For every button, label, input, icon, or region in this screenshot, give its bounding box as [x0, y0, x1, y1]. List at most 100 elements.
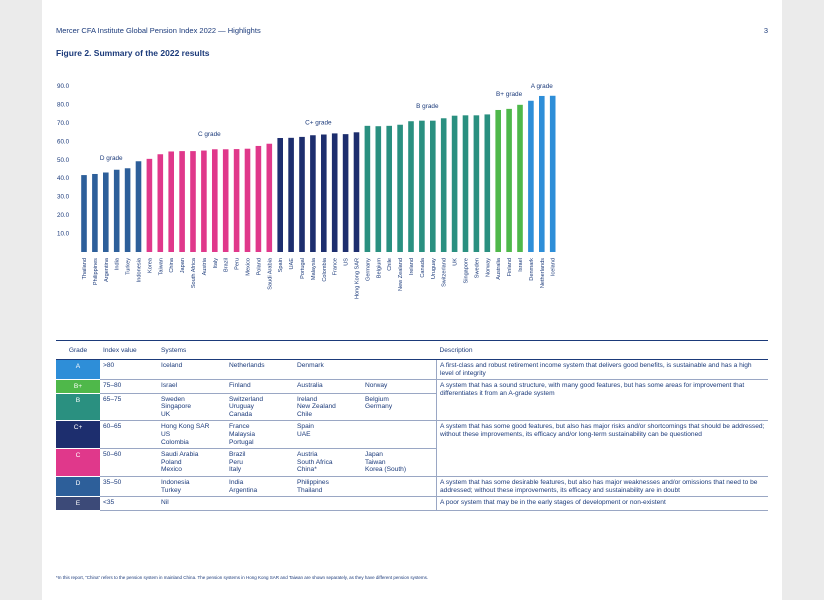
- system-name: Spain: [297, 423, 314, 431]
- bar-sweden: [473, 115, 480, 253]
- systems-column: Switzerland Uruguay Canada: [229, 396, 297, 419]
- y-tick-label: 20.0: [57, 212, 70, 219]
- systems-column: Sweden Singapore UK: [161, 396, 229, 419]
- grade-bar-chart: 10.0 20.0 30.0 40.0 50.0 60.0 70.0 80.0 90.0 Thai…: [57, 83, 557, 299]
- index-value-cell: 65–75: [100, 393, 158, 422]
- systems-column: India Argentina: [229, 479, 297, 494]
- system-name: China*: [297, 466, 317, 474]
- system-name: Japan: [365, 451, 383, 459]
- systems-column: [365, 499, 433, 507]
- system-name: Australia: [297, 382, 323, 390]
- bar-korea: [146, 158, 153, 252]
- system-name: Philippines: [297, 478, 329, 486]
- system-name: Germany: [365, 403, 393, 411]
- system-name: Chile: [297, 410, 313, 418]
- bar-turkey: [124, 168, 131, 252]
- y-tick-label: 50.0: [57, 157, 70, 164]
- bar-denmark: [528, 100, 534, 252]
- bar-poland: [255, 145, 262, 252]
- systems-column: Spain UAE: [297, 423, 365, 446]
- x-tick-label: Japan: [180, 258, 186, 273]
- y-tick-label: 90.0: [57, 83, 70, 90]
- bar-portugal: [299, 136, 305, 252]
- index-value-cell: <35: [100, 496, 158, 511]
- x-tick-label: Poland: [256, 258, 262, 275]
- bar-malaysia: [310, 135, 316, 252]
- system-name: Norway: [365, 382, 388, 390]
- bar-germany: [364, 125, 371, 252]
- system-name: Canada: [229, 410, 253, 418]
- bar-south-africa: [190, 151, 196, 252]
- systems-column: Hong Kong SAR US Colombia: [161, 423, 229, 446]
- table-row: A >80 Iceland Netherlands Denmark A first-cla…: [56, 359, 768, 381]
- systems-cell: Iceland Netherlands Denmark: [158, 359, 437, 381]
- x-tick-label: Denmark: [529, 258, 535, 281]
- systems-cell: Israel Finland Australia Norway: [158, 379, 437, 394]
- bar-canada: [419, 120, 425, 252]
- bar-italy: [212, 149, 218, 252]
- bar-saudi-arabia: [266, 143, 273, 252]
- bar-uruguay: [430, 120, 436, 252]
- system-name: Singapore: [161, 403, 192, 411]
- bar-uk: [451, 115, 458, 252]
- system-name: France: [229, 423, 250, 431]
- footnote: *In this report, “China” refers to the p…: [56, 575, 429, 580]
- system-name: UK: [161, 410, 171, 418]
- grade-annotation: C+ grade: [305, 120, 332, 127]
- table-row: C+ 60–65 Hong Kong SAR US Colombia France Mala…: [56, 420, 768, 477]
- x-tick-label: Ireland: [409, 258, 415, 275]
- x-tick-label: Netherlands: [540, 258, 546, 288]
- grade-cell: D: [56, 476, 100, 498]
- grade-annotation: C grade: [198, 131, 221, 138]
- grade-cell: B+: [56, 379, 100, 394]
- th-description: Description: [436, 340, 768, 360]
- x-tick-label: Saudi Arabia: [267, 257, 273, 290]
- bar-us: [342, 134, 349, 252]
- x-tick-label: Austria: [202, 257, 208, 275]
- system-name: Taiwan: [365, 458, 386, 466]
- grade-annotation: B+ grade: [496, 91, 523, 98]
- systems-cell: Nil: [158, 496, 437, 511]
- systems-column: Indonesia Turkey: [161, 479, 229, 494]
- y-tick-label: 10.0: [57, 231, 70, 238]
- x-tick-label: Mexico: [246, 258, 252, 276]
- systems-column: Netherlands: [229, 362, 297, 370]
- system-name: Indonesia: [161, 478, 190, 486]
- systems-cell: Saudi Arabia Poland Mexico Brazil Peru Italy A…: [158, 448, 437, 477]
- y-tick-label: 30.0: [57, 194, 70, 201]
- system-name: Denmark: [297, 362, 324, 369]
- x-tick-label: Portugal: [300, 258, 306, 279]
- system-name: Brazil: [229, 451, 246, 459]
- system-name: India: [229, 478, 244, 486]
- index-value-cell: 60–65: [100, 420, 158, 450]
- th-systems: Systems: [158, 340, 437, 360]
- system-name: South Africa: [297, 458, 333, 466]
- systems-cell: Hong Kong SAR US Colombia France Malaysia Por…: [158, 420, 437, 450]
- x-tick-label: Iceland: [551, 258, 557, 276]
- x-tick-label: Switzerland: [442, 258, 448, 287]
- header-title: Mercer CFA Institute Global Pension Inde…: [56, 26, 261, 35]
- system-name: Colombia: [161, 438, 189, 446]
- systems-column: Brazil Peru Italy: [229, 451, 297, 474]
- system-name: Netherlands: [229, 362, 265, 369]
- bar-switzerland: [440, 118, 447, 253]
- description-cell: A system that has some desirable feature…: [436, 476, 768, 498]
- th-grade: Grade: [56, 340, 100, 360]
- description-cell: A first-class and robust retirement inco…: [436, 359, 768, 381]
- bar-finland: [506, 108, 512, 252]
- x-tick-label: Malaysia: [311, 257, 317, 280]
- description-cell: A system that has some good features, bu…: [436, 420, 768, 477]
- grade-cell: C+: [56, 420, 100, 450]
- systems-column: Finland: [229, 382, 297, 390]
- description-cell: A poor system that may be in the early s…: [436, 496, 768, 511]
- systems-column: [229, 499, 297, 507]
- system-name: US: [161, 431, 171, 439]
- grade-cell: B: [56, 393, 100, 422]
- index-value-cell: >80: [100, 359, 158, 381]
- bar-israel: [517, 104, 523, 253]
- x-tick-label: Israel: [518, 258, 524, 272]
- bar-colombia: [321, 134, 327, 252]
- x-tick-label: India: [115, 257, 121, 270]
- x-tick-label: Argentina: [104, 257, 110, 282]
- table-row: E <35 Nil A poor system that may be in the …: [56, 496, 768, 511]
